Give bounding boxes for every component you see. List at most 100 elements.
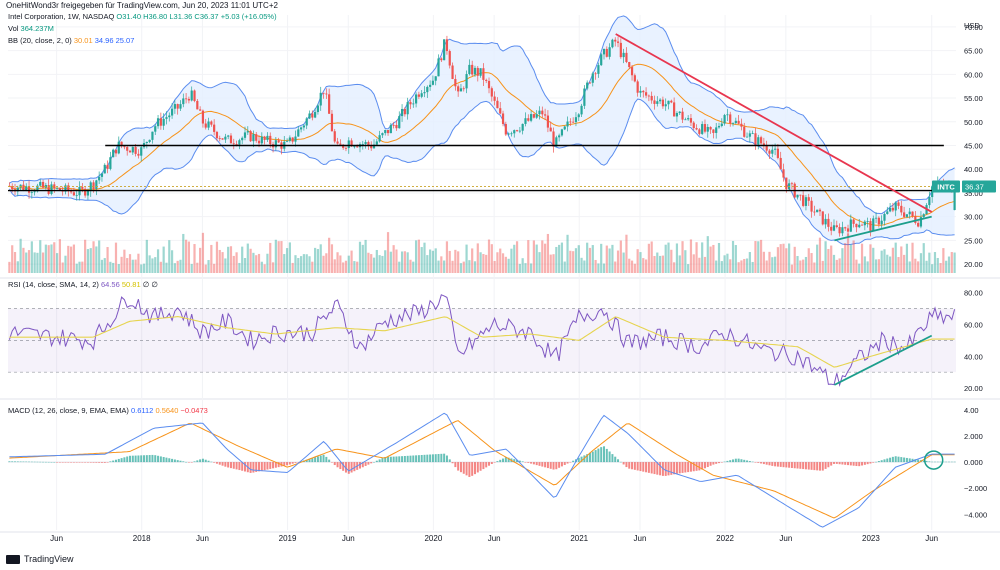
candle-body bbox=[905, 214, 909, 217]
candle-body bbox=[386, 130, 390, 134]
price-tick-label: 65.00 bbox=[964, 47, 983, 56]
macd-hist-bar bbox=[238, 462, 241, 471]
candle-body bbox=[353, 146, 356, 148]
volume-bar bbox=[339, 255, 342, 273]
volume-bar bbox=[128, 254, 132, 273]
macd-hist-bar bbox=[936, 461, 939, 463]
macd-hist-bar bbox=[647, 462, 650, 473]
macd-hist-bar bbox=[11, 461, 14, 463]
candle-body bbox=[737, 120, 740, 124]
candle-body bbox=[224, 136, 227, 140]
macd-hist-bar bbox=[277, 462, 280, 468]
candle-body bbox=[894, 202, 897, 211]
footer-brand[interactable]: TradingView bbox=[24, 554, 74, 564]
candle-body bbox=[701, 124, 704, 134]
volume-bar bbox=[243, 257, 247, 273]
candle-body bbox=[36, 185, 39, 192]
volume-bar bbox=[356, 261, 359, 273]
volume-bar bbox=[493, 260, 496, 273]
macd-hist-bar bbox=[911, 458, 914, 463]
macd-hist-bar bbox=[684, 462, 687, 473]
macd-hist-bar bbox=[597, 448, 600, 463]
candle-body bbox=[67, 185, 70, 192]
candle-body bbox=[344, 147, 348, 149]
candle-body bbox=[501, 113, 505, 124]
volume-bar bbox=[588, 247, 592, 273]
candle-body bbox=[891, 207, 894, 211]
volume-bar bbox=[58, 239, 61, 273]
volume-bar bbox=[367, 252, 370, 273]
volume-bar bbox=[297, 258, 300, 273]
macd-hist-bar bbox=[311, 458, 314, 463]
volume-bar bbox=[89, 248, 92, 273]
rsi-pane bbox=[8, 294, 956, 388]
macd-hist-bar bbox=[151, 454, 154, 463]
candle-body bbox=[748, 133, 751, 137]
candle-body bbox=[328, 94, 331, 114]
low-value: L31.36 bbox=[169, 12, 193, 21]
candle-body bbox=[886, 211, 889, 214]
volume-bar bbox=[661, 255, 665, 273]
candle-body bbox=[569, 121, 572, 123]
macd-hist-bar bbox=[594, 450, 597, 463]
volume-bar bbox=[773, 256, 777, 273]
candle-body bbox=[443, 39, 446, 61]
volume-bar bbox=[891, 247, 894, 273]
candle-body bbox=[350, 140, 353, 147]
candle-body bbox=[883, 213, 886, 221]
macd-hist-bar bbox=[863, 462, 866, 465]
high-value: H36.80 bbox=[143, 12, 168, 21]
volume-bar bbox=[120, 256, 123, 273]
macd-hist-bar bbox=[89, 462, 92, 463]
rsi-tick-label: 80.00 bbox=[964, 289, 983, 298]
candle-body bbox=[527, 118, 530, 121]
macd-hist-bar bbox=[891, 456, 894, 463]
macd-hist-bar bbox=[656, 462, 659, 475]
macd-hist-bar bbox=[617, 459, 620, 463]
volume-bar bbox=[490, 244, 493, 273]
rsi-x2: ∅ bbox=[151, 280, 158, 289]
macd-hist-bar bbox=[816, 462, 819, 471]
macd-hist-bar bbox=[507, 457, 510, 463]
volume-bar bbox=[788, 243, 791, 273]
macd-hist-bar bbox=[445, 455, 448, 463]
candle-body bbox=[288, 137, 291, 141]
candle-body bbox=[608, 47, 611, 57]
candle-body bbox=[409, 102, 412, 105]
volume-bar bbox=[731, 240, 735, 273]
x-tick-label: 2022 bbox=[716, 534, 734, 543]
volume-bar bbox=[678, 255, 681, 273]
price-legend: Intel Corporation, 1W, NASDAQ O31.40 H36… bbox=[8, 12, 277, 22]
candle-body bbox=[888, 207, 892, 212]
volume-bar bbox=[156, 249, 160, 273]
candle-body bbox=[709, 126, 712, 130]
candle-body bbox=[260, 136, 263, 144]
volume-bar bbox=[392, 245, 395, 273]
volume-bar bbox=[947, 256, 951, 273]
macd-hist-bar bbox=[342, 462, 345, 471]
candle-body bbox=[687, 118, 690, 120]
volume-bar bbox=[409, 259, 412, 273]
macd-hist-bar bbox=[608, 451, 611, 463]
macd-hist-bar bbox=[877, 461, 880, 463]
macd-hist-bar bbox=[603, 446, 606, 463]
volume-bar bbox=[633, 263, 636, 273]
volume-bar bbox=[950, 252, 953, 273]
bb-upper-line bbox=[9, 15, 955, 215]
volume-bar bbox=[841, 248, 844, 273]
candle-body bbox=[148, 139, 151, 142]
candle-body bbox=[532, 114, 535, 118]
candle-body bbox=[25, 186, 28, 191]
macd-hist-bar bbox=[429, 454, 432, 463]
volume-bar bbox=[159, 261, 162, 273]
candle-body bbox=[673, 102, 676, 117]
macd-hist-bar bbox=[521, 461, 524, 463]
macd-hist-bar bbox=[33, 461, 36, 463]
macd-hist-bar bbox=[889, 457, 892, 463]
macd-hist-bar bbox=[109, 461, 112, 463]
volume-bar bbox=[255, 255, 258, 273]
candle-body bbox=[128, 150, 132, 153]
macd-hist-bar bbox=[235, 462, 238, 470]
candle-body bbox=[137, 153, 140, 156]
